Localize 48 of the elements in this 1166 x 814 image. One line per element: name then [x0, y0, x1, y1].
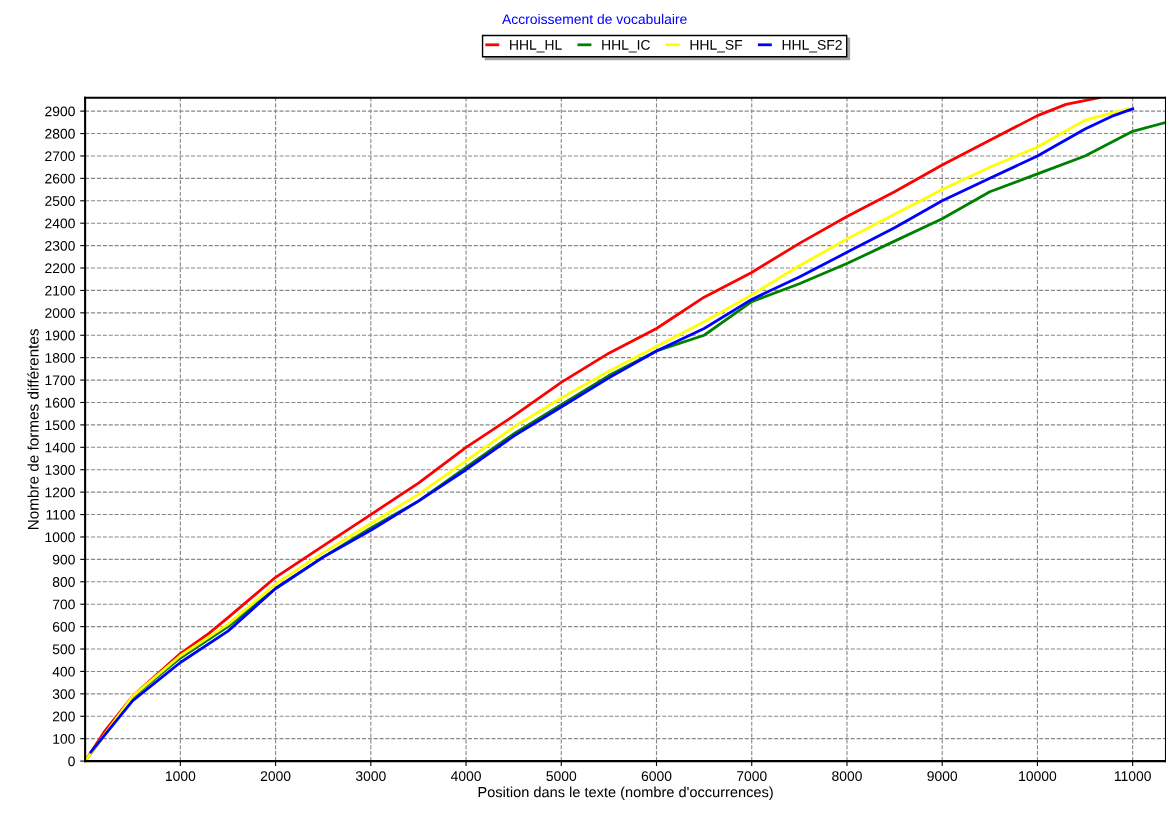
x-tick-label: 6000 [641, 771, 672, 782]
y-tick-label: 2300 [45, 240, 75, 251]
y-tick-label: 2000 [45, 308, 75, 319]
x-tick-label: 4000 [450, 771, 481, 782]
legend-label: HHL_IC [602, 39, 650, 53]
y-tick-label: 1000 [45, 532, 75, 543]
x-tick-label: 2000 [260, 771, 291, 782]
y-tick-label: 600 [52, 621, 75, 632]
x-tick-label: 5000 [546, 771, 577, 782]
y-tick-label: 2500 [45, 196, 75, 206]
y-tick-label: 1500 [45, 420, 75, 431]
legend-label: HHL_HL [510, 40, 562, 53]
y-tick-label: 0 [68, 756, 75, 767]
x-tick-label: 8000 [832, 771, 862, 782]
y-tick-label: 300 [52, 689, 75, 700]
y-tick-label: 400 [52, 666, 75, 677]
y-tick-label: 200 [52, 711, 75, 722]
x-tick-label: 11000 [1114, 771, 1151, 782]
y-tick-label: 2200 [45, 263, 75, 274]
y-tick-label: 1200 [45, 487, 75, 498]
y-tick-label: 900 [52, 554, 75, 565]
y-tick-label: 1700 [45, 375, 75, 386]
y-tick-label: 1300 [45, 465, 75, 475]
x-tick-label: 10000 [1019, 771, 1057, 782]
x-tick-label: 7000 [737, 771, 767, 782]
y-tick-label: 800 [52, 577, 75, 587]
chart-title: Accroissement de vocabulaire [502, 13, 687, 25]
y-tick-label: 2600 [45, 173, 75, 184]
y-tick-label: 500 [52, 644, 75, 655]
y-tick-label: 2800 [45, 128, 75, 139]
x-tick-label: 1000 [165, 771, 196, 782]
y-tick-label: 2900 [45, 106, 75, 117]
y-tick-label: 1400 [45, 442, 75, 453]
y-tick-label: 1900 [45, 330, 75, 341]
y-tick-label: 100 [53, 734, 75, 744]
x-axis-title: Position dans le texte (nombre d'occurrences) [478, 786, 773, 801]
y-tick-label: 1600 [45, 397, 75, 408]
legend-label: HHL_SF [690, 39, 743, 53]
legend-label: HHL_SF2 [782, 39, 842, 53]
y-tick-label: 2700 [45, 151, 75, 162]
y-tick-label: 1100 [46, 509, 75, 520]
y-tick-label: 2100 [45, 285, 75, 296]
y-axis-title: Nombre de formes différentes [27, 329, 39, 530]
y-tick-label: 1800 [45, 353, 75, 363]
y-tick-label: 700 [52, 599, 75, 610]
x-tick-label: 9000 [927, 771, 958, 782]
x-tick-label: 3000 [355, 771, 386, 782]
y-tick-label: 2400 [45, 218, 75, 229]
